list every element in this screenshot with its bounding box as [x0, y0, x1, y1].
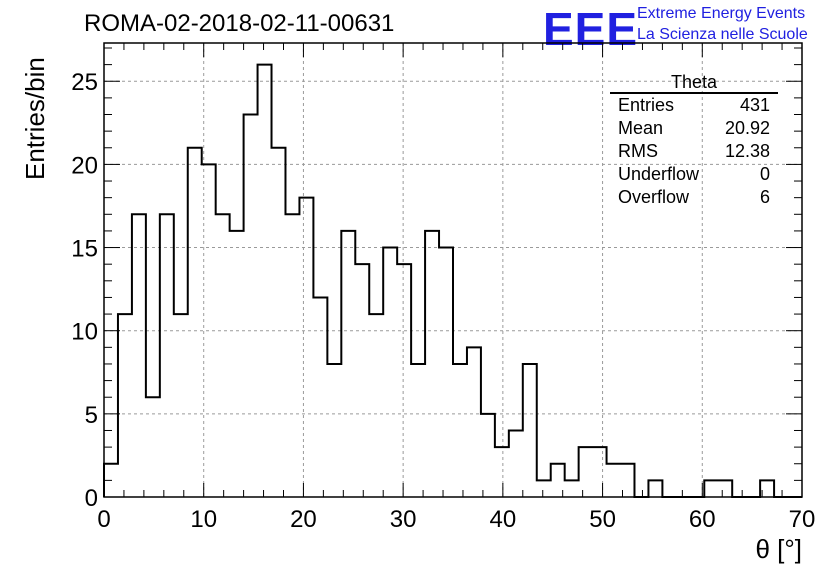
logo-subtitle-line2: La Scienza nelle Scuole	[637, 26, 808, 43]
stats-value: 431	[739, 95, 770, 115]
stats-value: 20.92	[724, 118, 770, 138]
plot-frame	[103, 42, 803, 498]
stats-row-overflow: Overflow 6	[610, 186, 778, 209]
stats-row-entries: Entries 431	[610, 94, 778, 117]
stats-label: Overflow	[618, 187, 690, 207]
x-tick-label: 70	[789, 506, 816, 533]
x-tick-label: 60	[689, 506, 716, 533]
stats-label: Underflow	[618, 164, 700, 184]
plot-title: ROMA-02-2018-02-11-00631	[84, 10, 395, 37]
logo-subtitle-line1: Extreme Energy Events	[637, 5, 806, 22]
y-tick-label: 25	[71, 69, 98, 96]
stats-label: RMS	[618, 141, 658, 161]
stats-value: 0	[759, 164, 770, 184]
y-tick-label: 15	[71, 236, 98, 263]
stats-label: Entries	[618, 95, 675, 115]
x-axis-label: θ [°]	[755, 534, 802, 564]
stats-row-mean: Mean 20.92	[610, 117, 778, 140]
stats-box: Theta Entries 431 Mean 20.92 RMS 12.38 Unde…	[610, 72, 778, 209]
eee-logo: EEE	[543, 3, 639, 55]
x-tick-label: 0	[97, 506, 110, 533]
x-tick-label: 40	[490, 506, 517, 533]
stats-name: Theta	[610, 72, 778, 94]
y-tick-label: 20	[71, 152, 98, 179]
x-tick-label: 30	[390, 506, 417, 533]
stats-row-rms: RMS 12.38	[610, 140, 778, 163]
x-tick-label: 50	[589, 506, 616, 533]
y-tick-label: 5	[85, 402, 98, 429]
y-tick-label: 0	[85, 485, 98, 512]
stats-value: 12.38	[724, 141, 770, 161]
histogram-series	[103, 63, 802, 498]
stats-value: 6	[759, 187, 770, 207]
y-tick-label: 10	[71, 319, 98, 346]
stats-label: Mean	[618, 118, 664, 138]
x-tick-label: 20	[290, 506, 317, 533]
x-tick-label: 10	[190, 506, 217, 533]
stats-row-underflow: Underflow 0	[610, 163, 778, 186]
